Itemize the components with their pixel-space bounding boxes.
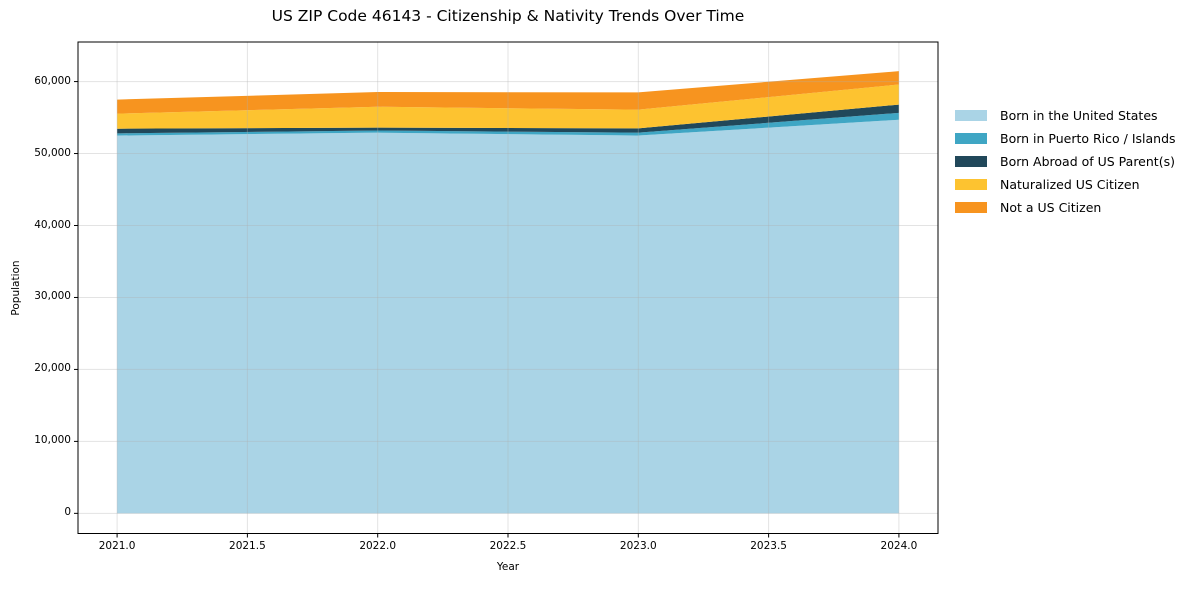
y-axis-label-text: Population bbox=[10, 260, 22, 316]
x-tick-label: 2022.0 bbox=[359, 540, 397, 552]
legend-item-born-in-the-united-states: Born in the United States bbox=[955, 104, 1176, 127]
chart-title: US ZIP Code 46143 - Citizenship & Nativi… bbox=[271, 7, 745, 25]
x-tick-label: 2023.0 bbox=[619, 540, 657, 552]
legend-label: Born in Puerto Rico / Islands bbox=[1000, 131, 1176, 146]
legend-label: Naturalized US Citizen bbox=[1000, 177, 1140, 192]
legend-color-swatch bbox=[955, 133, 987, 144]
area-born-in-puerto-rico-islands bbox=[117, 112, 899, 136]
x-tick-label: 2021.5 bbox=[229, 540, 266, 552]
area-born-in-the-united-states bbox=[117, 119, 899, 514]
x-tick-label: 2023.5 bbox=[750, 540, 787, 552]
legend-item-born-abroad-of-us-parent-s: Born Abroad of US Parent(s) bbox=[955, 150, 1176, 173]
legend-label: Born Abroad of US Parent(s) bbox=[1000, 154, 1175, 169]
x-axis-label: Year bbox=[496, 561, 520, 573]
x-tick-label: 2024.0 bbox=[880, 540, 918, 552]
area-naturalized-us-citizen bbox=[117, 84, 899, 129]
y-tick-label: 0 bbox=[64, 506, 71, 519]
y-tick-label: 20,000 bbox=[34, 362, 71, 375]
legend-color-swatch bbox=[955, 110, 987, 121]
y-tick-label: 30,000 bbox=[34, 290, 71, 303]
x-tick-label: 2022.5 bbox=[489, 540, 527, 552]
legend-item-not-a-us-citizen: Not a US Citizen bbox=[955, 196, 1176, 219]
legend-label: Born in the United States bbox=[1000, 108, 1158, 123]
legend-color-swatch bbox=[955, 156, 987, 167]
legend-item-born-in-puerto-rico-islands: Born in Puerto Rico / Islands bbox=[955, 127, 1176, 150]
legend-color-swatch bbox=[955, 202, 987, 213]
x-tick-label: 2021.0 bbox=[98, 540, 136, 552]
legend-color-swatch bbox=[955, 179, 987, 190]
legend-item-naturalized-us-citizen: Naturalized US Citizen bbox=[955, 173, 1176, 196]
area-born-abroad-of-us-parent-s bbox=[117, 104, 899, 134]
legend: Born in the United States Born in Puerto … bbox=[955, 104, 1176, 219]
area-not-a-us-citizen bbox=[117, 71, 899, 114]
y-tick-label: 60,000 bbox=[34, 74, 71, 87]
y-tick-label: 50,000 bbox=[34, 146, 71, 159]
legend-label: Not a US Citizen bbox=[1000, 200, 1102, 215]
y-tick-label: 10,000 bbox=[34, 434, 71, 447]
y-tick-label: 40,000 bbox=[34, 218, 71, 231]
